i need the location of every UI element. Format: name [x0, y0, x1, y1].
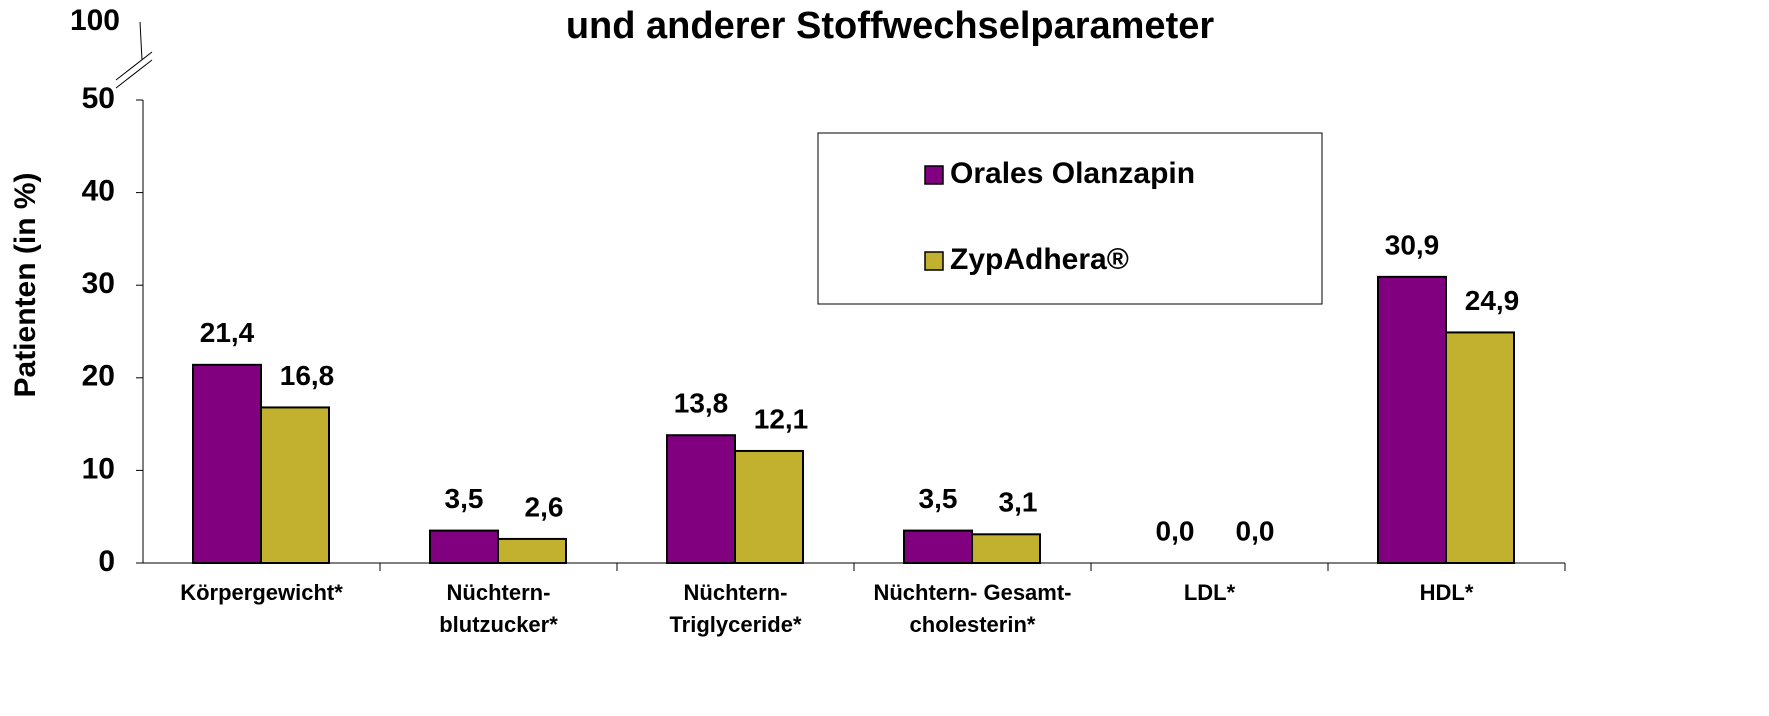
- value-label: 0,0: [1236, 515, 1275, 546]
- bar: [497, 537, 567, 565]
- bar: [666, 434, 736, 565]
- legend-label: Orales Olanzapin: [950, 157, 1195, 190]
- legend-swatch: [924, 251, 944, 271]
- y-tick-label: 20: [82, 360, 115, 393]
- y-tick-label: 0: [98, 545, 115, 578]
- value-label: 13,8: [674, 388, 729, 419]
- x-tick-label: Nüchtern- Triglyceride*: [669, 580, 802, 637]
- bar: [903, 529, 973, 565]
- y-tick-label: 10: [82, 452, 115, 485]
- bar: [734, 449, 804, 565]
- value-label: 3,1: [999, 487, 1038, 518]
- value-label: 24,9: [1465, 285, 1520, 316]
- bar: [1445, 331, 1515, 564]
- value-label: 3,5: [919, 483, 958, 514]
- axis-break-label: 100: [70, 4, 120, 37]
- bar: [1377, 275, 1447, 564]
- value-label: 21,4: [200, 317, 255, 348]
- legend-box: [817, 132, 1323, 305]
- legend-label: ZypAdhera®: [950, 243, 1129, 276]
- y-axis-title: Patienten (in %): [9, 172, 42, 397]
- legend-swatch: [924, 165, 944, 185]
- value-label: 16,8: [280, 360, 335, 391]
- value-label: 3,5: [445, 483, 484, 514]
- value-label: 30,9: [1385, 229, 1440, 260]
- bar: [429, 529, 499, 565]
- y-tick-label: 50: [82, 82, 115, 115]
- x-tick-label: Nüchtern- Gesamt- cholesterin*: [873, 580, 1072, 637]
- x-tick-label: LDL*: [1183, 580, 1236, 605]
- axis-break: [115, 59, 153, 89]
- value-label: 12,1: [754, 403, 809, 434]
- bar: [192, 363, 262, 564]
- value-label: 2,6: [525, 491, 564, 522]
- x-tick-label: HDL*: [1419, 580, 1474, 605]
- bar: [260, 406, 330, 564]
- x-tick-label: Nüchtern- blutzucker*: [439, 580, 558, 637]
- x-tick-label: Körpergewicht*: [180, 580, 343, 605]
- axis-break: [115, 51, 153, 81]
- axis-line: [139, 21, 143, 61]
- bar: [971, 533, 1041, 565]
- y-tick-label: 30: [82, 267, 115, 300]
- y-tick-label: 40: [82, 175, 115, 208]
- value-label: 0,0: [1156, 515, 1195, 546]
- chart-title: und anderer Stoffwechselparameter: [566, 5, 1215, 47]
